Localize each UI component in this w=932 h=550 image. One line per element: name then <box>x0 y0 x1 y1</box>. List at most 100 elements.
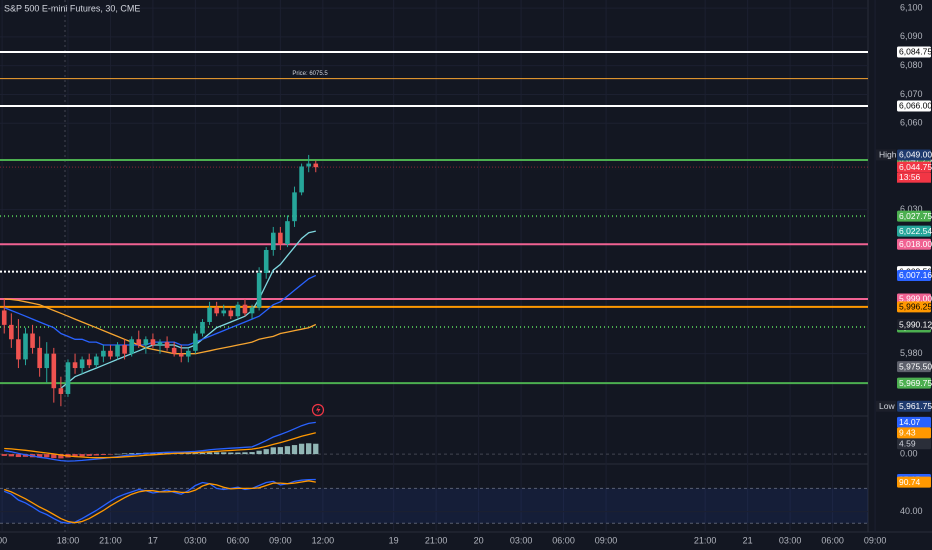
candle-body <box>256 273 262 308</box>
candle-body <box>278 232 283 245</box>
x-tick-label: 03:00 <box>184 535 207 545</box>
stoch-pane <box>0 466 868 532</box>
price-badge <box>897 161 931 173</box>
macd-histogram-bar <box>249 452 255 455</box>
y-tick-label: 6,030 <box>900 204 923 214</box>
y-tick-label: 5,980 <box>900 348 923 358</box>
candle-body <box>270 232 276 250</box>
candle-body <box>292 192 297 222</box>
macd-histogram-bar <box>221 452 227 455</box>
macd-hist-badge-text: 4.59 <box>899 438 916 448</box>
x-tick-label: 21:00 <box>425 535 448 545</box>
macd-histogram-bar <box>121 453 128 455</box>
x-tick-label: 09:00 <box>269 535 292 545</box>
candle-body <box>228 310 234 317</box>
macd-badge <box>897 427 931 439</box>
price-badge <box>897 269 931 281</box>
price-badge-text: 6,049.00 <box>899 150 932 160</box>
macd-badge-text: 9.43 <box>899 428 916 438</box>
x-tick-label: 18:00 <box>57 535 80 545</box>
x-tick-label: 06:00 <box>227 535 250 545</box>
candle-body <box>249 307 255 314</box>
candle-body <box>178 353 184 357</box>
level-badge-text: 6,066.00 <box>899 101 932 111</box>
macd-histogram-bar <box>157 452 163 455</box>
macd-line <box>4 421 316 462</box>
x-tick-label: 09:00 <box>864 535 887 545</box>
alert-icon[interactable] <box>311 403 325 417</box>
candle-body <box>171 347 177 354</box>
x-tick-label: 21 <box>743 535 753 545</box>
macd-histogram-bar <box>270 447 276 455</box>
candle-body <box>200 321 205 334</box>
macd-histogram-bar <box>129 453 135 455</box>
countdown-badge <box>897 172 931 183</box>
candle-body <box>9 324 14 340</box>
x-tick-label: 19 <box>389 535 399 545</box>
x-tick-label: 06:00 <box>821 535 844 545</box>
stoch-badge <box>897 476 931 488</box>
candle-body <box>79 359 85 369</box>
price-badge <box>897 225 931 237</box>
macd-histogram-bar <box>15 454 22 458</box>
x-tick-label: 17 <box>148 535 158 545</box>
price-badge-text: 6,022.54 <box>899 226 932 236</box>
candle-body <box>129 339 134 354</box>
x-tick-label: 20 <box>474 535 484 545</box>
candle-body <box>306 163 311 167</box>
candle-body <box>235 304 241 317</box>
countdown-text: 13:56 <box>899 172 921 182</box>
candle-body <box>186 350 191 357</box>
price-badge-text: 6,044.75 <box>899 162 932 172</box>
candle-body <box>143 339 149 346</box>
macd-histogram-bar <box>263 449 269 455</box>
x-tick-label: 21:00 <box>99 535 122 545</box>
level-badge-text: 5,996.25 <box>899 302 932 312</box>
candle-body <box>242 304 248 314</box>
macd-histogram-bar <box>22 454 29 457</box>
y-tick-label: 6,080 <box>900 60 923 70</box>
level-badge <box>897 210 931 222</box>
y-tick-label: 6,060 <box>900 118 923 128</box>
candle-body <box>207 307 212 322</box>
candle-body <box>136 339 142 346</box>
level-badge-text: 6,084.75 <box>899 47 932 57</box>
candle-body <box>16 339 21 360</box>
stoch-line <box>3 480 316 524</box>
candle-body <box>157 342 163 346</box>
candle-body <box>150 339 156 346</box>
macd-histogram-bar <box>36 454 43 458</box>
candle-body <box>285 221 290 245</box>
price-badge <box>897 319 931 331</box>
macd-histogram-bar <box>199 452 206 455</box>
macd-histogram-bar <box>100 454 107 456</box>
level-badge-text: 5,999.00 <box>899 294 932 304</box>
candle-body <box>51 353 57 389</box>
candle-body <box>263 249 269 274</box>
macd-histogram-bar <box>86 454 92 456</box>
macd-histogram-bar <box>114 453 121 455</box>
level-badge-text: 6,027.75 <box>899 211 932 221</box>
candle-body <box>214 307 219 314</box>
level-badge-text: 6,018.00 <box>899 239 932 249</box>
chart-title: S&P 500 E-mini Futures, 30, CME <box>4 3 140 13</box>
macd-histogram-bar <box>306 443 312 455</box>
candle-body <box>193 333 198 351</box>
candle-body <box>44 353 50 369</box>
level-badge <box>897 238 931 250</box>
price-badge <box>897 149 931 161</box>
level-badge <box>897 100 931 112</box>
macd-histogram-bar <box>1 454 7 456</box>
candle-body <box>313 163 319 168</box>
price-badge-text: 5,961.75 <box>899 401 932 411</box>
macd-tick-label: 0.00 <box>900 448 918 458</box>
macd-histogram-bar <box>228 452 234 455</box>
macd-histogram-bar <box>72 454 78 457</box>
macd-histogram-bar <box>298 443 305 455</box>
x-tick-label: 09:00 <box>595 535 618 545</box>
macd-histogram-bar <box>93 454 99 456</box>
candle-body <box>30 333 35 348</box>
candle-body <box>108 350 113 357</box>
